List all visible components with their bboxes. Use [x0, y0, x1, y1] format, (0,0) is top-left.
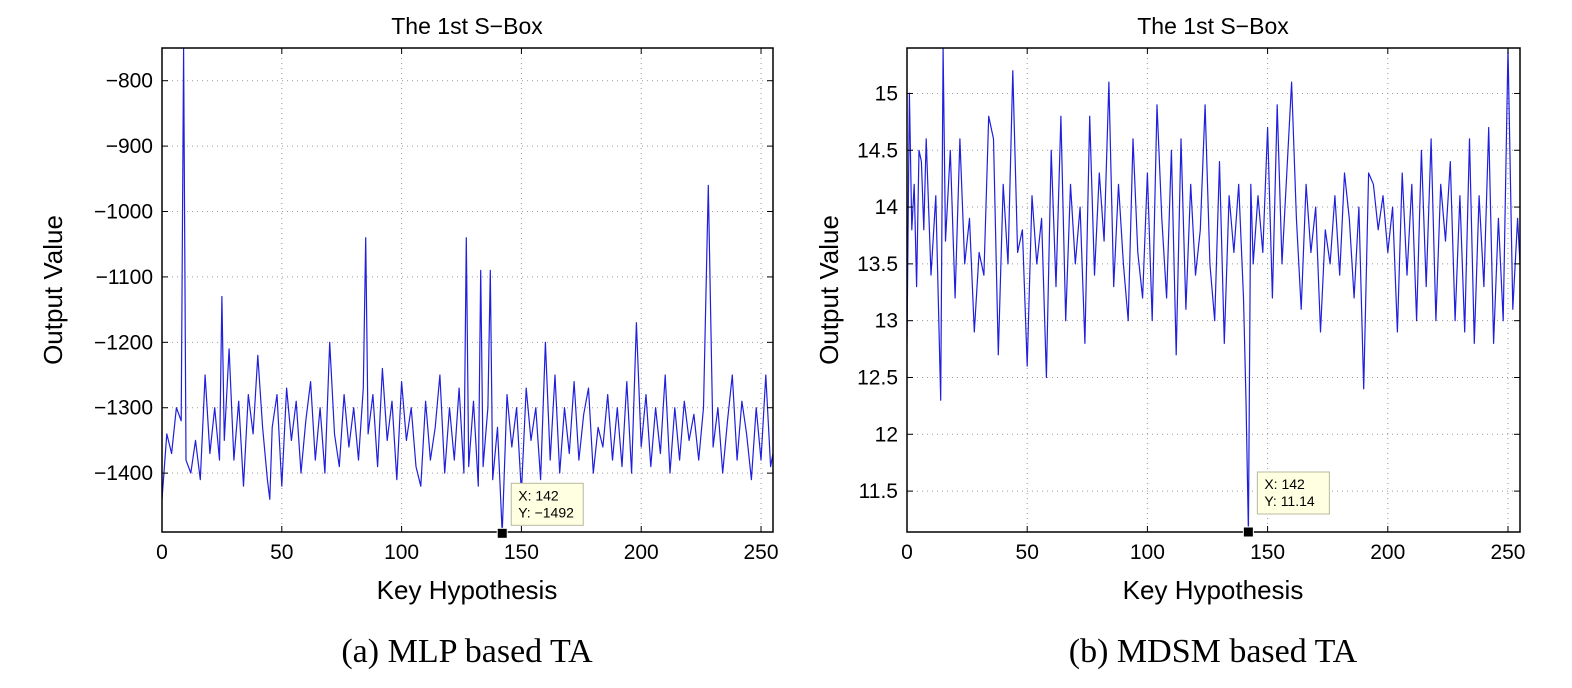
figure-caption: (a) MLP based TA	[341, 633, 593, 670]
y-tick-label: 15	[875, 82, 898, 105]
y-axis-label: Output Value	[814, 215, 844, 365]
x-tick-label: 200	[1370, 541, 1405, 564]
y-axis-label: Output Value	[38, 215, 68, 365]
chart-panel-b: The 1st S−Box Key Hypothesis Output Valu…	[814, 13, 1526, 670]
data-tip-y: Y: −1492	[518, 504, 574, 520]
data-series-line	[162, 48, 773, 532]
y-tick-label: −1300	[94, 397, 153, 420]
y-tick-label: −1100	[96, 266, 153, 289]
x-tick-label: 0	[156, 541, 168, 564]
y-tick-label: 13	[875, 310, 898, 333]
x-tick-label: 200	[624, 541, 659, 564]
y-tick-label: 14	[875, 196, 899, 219]
chart-panel-a: The 1st S−Box Key Hypothesis Output Valu…	[38, 13, 779, 670]
data-tip-marker	[1242, 526, 1254, 538]
plot-area	[162, 48, 773, 532]
data-tip-marker	[496, 527, 508, 539]
data-tip-box	[1256, 471, 1330, 515]
data-series-line	[907, 48, 1520, 532]
data-tip-x: X: 142	[518, 487, 559, 503]
axes-frame	[906, 47, 1521, 533]
y-tick-label: −1200	[94, 331, 153, 354]
y-tick-label: 12.5	[857, 366, 898, 389]
chart-title: The 1st S−Box	[391, 13, 543, 39]
y-tick-label: −800	[106, 70, 153, 93]
x-tick-label: 100	[384, 541, 419, 564]
x-axis-label: Key Hypothesis	[377, 575, 558, 605]
figure-caption: (b) MDSM based TA	[1069, 633, 1358, 670]
plot-area	[907, 48, 1520, 532]
y-tick-label: −900	[106, 135, 153, 158]
x-tick-label: 150	[1250, 541, 1285, 564]
y-tick-label: −1400	[94, 462, 153, 485]
x-tick-label: 250	[1490, 541, 1525, 564]
x-axis-label: Key Hypothesis	[1123, 575, 1304, 605]
data-tip-box	[510, 482, 584, 526]
data-tip-y: Y: 11.14	[1264, 493, 1315, 509]
y-tick-label: 13.5	[857, 253, 898, 276]
data-tip-x: X: 142	[1264, 476, 1305, 492]
chart-title: The 1st S−Box	[1137, 13, 1289, 39]
x-tick-label: 50	[1016, 541, 1039, 564]
x-tick-label: 0	[901, 541, 913, 564]
axes-frame	[161, 47, 774, 533]
x-tick-label: 50	[270, 541, 293, 564]
y-tick-label: 12	[875, 423, 898, 446]
x-tick-label: 250	[743, 541, 778, 564]
y-tick-label: −1000	[94, 201, 153, 224]
x-tick-label: 150	[504, 541, 539, 564]
x-tick-label: 100	[1130, 541, 1165, 564]
y-tick-label: 11.5	[859, 480, 898, 503]
y-tick-label: 14.5	[857, 139, 898, 162]
